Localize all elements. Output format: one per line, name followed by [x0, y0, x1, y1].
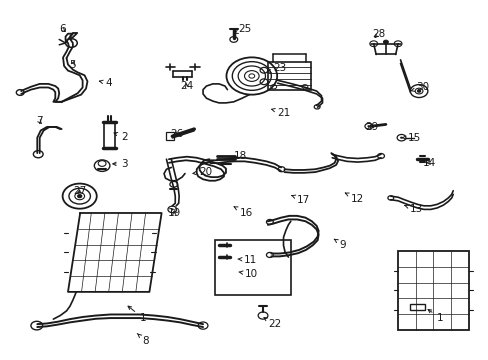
Text: 1: 1	[427, 310, 443, 323]
Text: 7: 7	[36, 116, 42, 126]
Circle shape	[366, 125, 369, 127]
Text: 15: 15	[401, 133, 420, 143]
Circle shape	[383, 40, 387, 44]
Text: 18: 18	[229, 150, 246, 161]
Text: 6: 6	[59, 24, 66, 35]
Text: 17: 17	[291, 195, 310, 205]
Circle shape	[170, 208, 173, 211]
Text: 22: 22	[264, 318, 281, 329]
Text: 10: 10	[239, 269, 257, 279]
Text: 11: 11	[238, 255, 256, 265]
Text: 14: 14	[422, 158, 435, 168]
Text: 24: 24	[180, 81, 193, 91]
Bar	[409, 304, 424, 310]
Text: 25: 25	[234, 24, 251, 34]
Text: 27: 27	[73, 186, 86, 197]
Text: 26: 26	[170, 129, 183, 139]
Bar	[267, 62, 310, 90]
Text: 29: 29	[365, 122, 378, 132]
Circle shape	[399, 136, 402, 139]
Text: 2: 2	[114, 132, 128, 142]
Bar	[104, 122, 115, 148]
Circle shape	[417, 90, 420, 92]
Bar	[166, 132, 173, 140]
Text: 3: 3	[113, 159, 128, 169]
Text: 1: 1	[128, 306, 146, 323]
Bar	[215, 240, 290, 296]
Text: 23: 23	[267, 63, 285, 73]
Text: 4: 4	[99, 78, 112, 88]
Text: 12: 12	[345, 193, 363, 204]
Text: 13: 13	[404, 204, 423, 215]
Text: 8: 8	[137, 333, 148, 346]
Text: 19: 19	[167, 208, 181, 218]
Bar	[397, 251, 468, 330]
Text: 9: 9	[334, 239, 346, 249]
Text: 21: 21	[271, 108, 290, 118]
Circle shape	[78, 195, 81, 198]
Text: 28: 28	[371, 29, 385, 39]
Text: 20: 20	[193, 167, 212, 177]
Text: 5: 5	[69, 60, 76, 70]
Text: 16: 16	[234, 207, 252, 218]
Text: 30: 30	[410, 82, 428, 93]
